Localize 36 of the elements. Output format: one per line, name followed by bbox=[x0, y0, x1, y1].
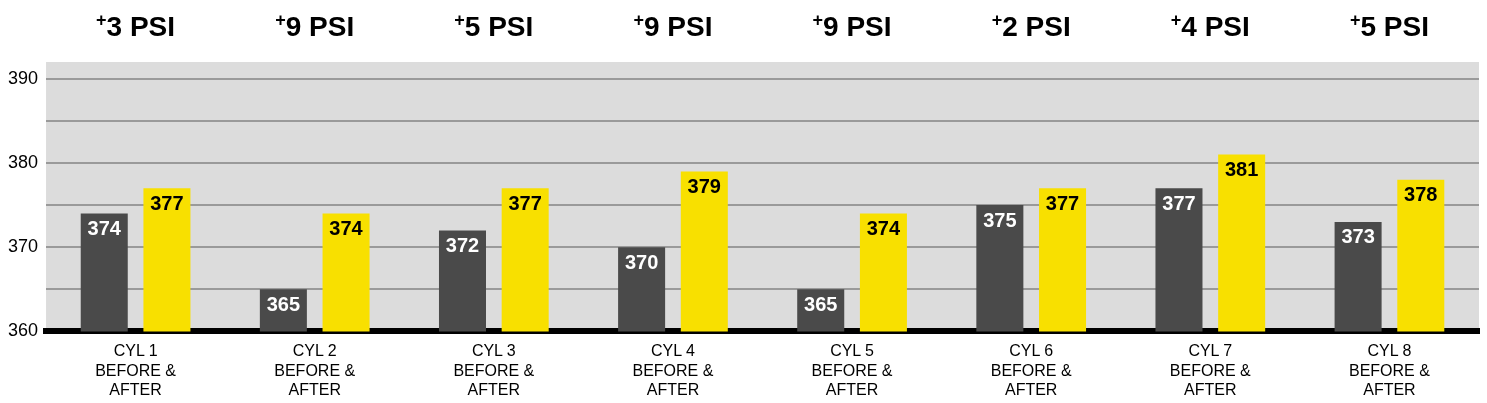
y-tick-label: 380 bbox=[7, 151, 39, 172]
data-label: 365 bbox=[266, 292, 301, 315]
x-tick-label: CYL 5 BEFORE & AFTER bbox=[811, 342, 893, 398]
data-label: 377 bbox=[1045, 191, 1080, 214]
data-label: 374 bbox=[329, 217, 364, 240]
text: $^{+}$9 PSI bbox=[633, 10, 713, 44]
data-label: 370 bbox=[624, 250, 659, 273]
text: $^{+}$5 PSI bbox=[454, 10, 534, 44]
y-tick-label: 390 bbox=[7, 67, 39, 88]
data-label: 375 bbox=[983, 208, 1017, 231]
x-tick-label: CYL 6 BEFORE & AFTER bbox=[990, 342, 1072, 398]
y-tick-label: 360 bbox=[7, 320, 39, 341]
x-tick-label: CYL 2 BEFORE & AFTER bbox=[274, 342, 356, 398]
data-label: 374 bbox=[87, 217, 122, 240]
text: $^{+}$2 PSI bbox=[991, 10, 1071, 44]
data-label: 374 bbox=[866, 217, 901, 240]
text: $^{+}$4 PSI bbox=[1170, 10, 1250, 44]
data-label: 373 bbox=[1341, 225, 1375, 248]
data-label: 377 bbox=[1162, 191, 1196, 214]
y-tick-label: 370 bbox=[7, 236, 39, 257]
data-label: 365 bbox=[804, 292, 838, 315]
x-tick-label: CYL 8 BEFORE & AFTER bbox=[1348, 342, 1431, 398]
data-label: 377 bbox=[150, 191, 184, 214]
x-tick-label: CYL 7 BEFORE & AFTER bbox=[1169, 342, 1252, 398]
x-tick-label: CYL 1 BEFORE & AFTER bbox=[95, 342, 177, 398]
data-label: 372 bbox=[445, 233, 480, 256]
x-tick-label: CYL 4 BEFORE & AFTER bbox=[632, 342, 714, 398]
data-label: 379 bbox=[687, 174, 721, 197]
text: $^{+}$9 PSI bbox=[275, 10, 355, 44]
text: $^{+}$9 PSI bbox=[812, 10, 892, 44]
data-label: 378 bbox=[1404, 183, 1438, 206]
text: $^{+}$3 PSI bbox=[96, 10, 176, 44]
data-label: 381 bbox=[1224, 158, 1259, 181]
x-tick-label: CYL 3 BEFORE & AFTER bbox=[453, 342, 535, 398]
text: $^{+}$5 PSI bbox=[1349, 10, 1429, 44]
data-label: 377 bbox=[508, 191, 542, 214]
